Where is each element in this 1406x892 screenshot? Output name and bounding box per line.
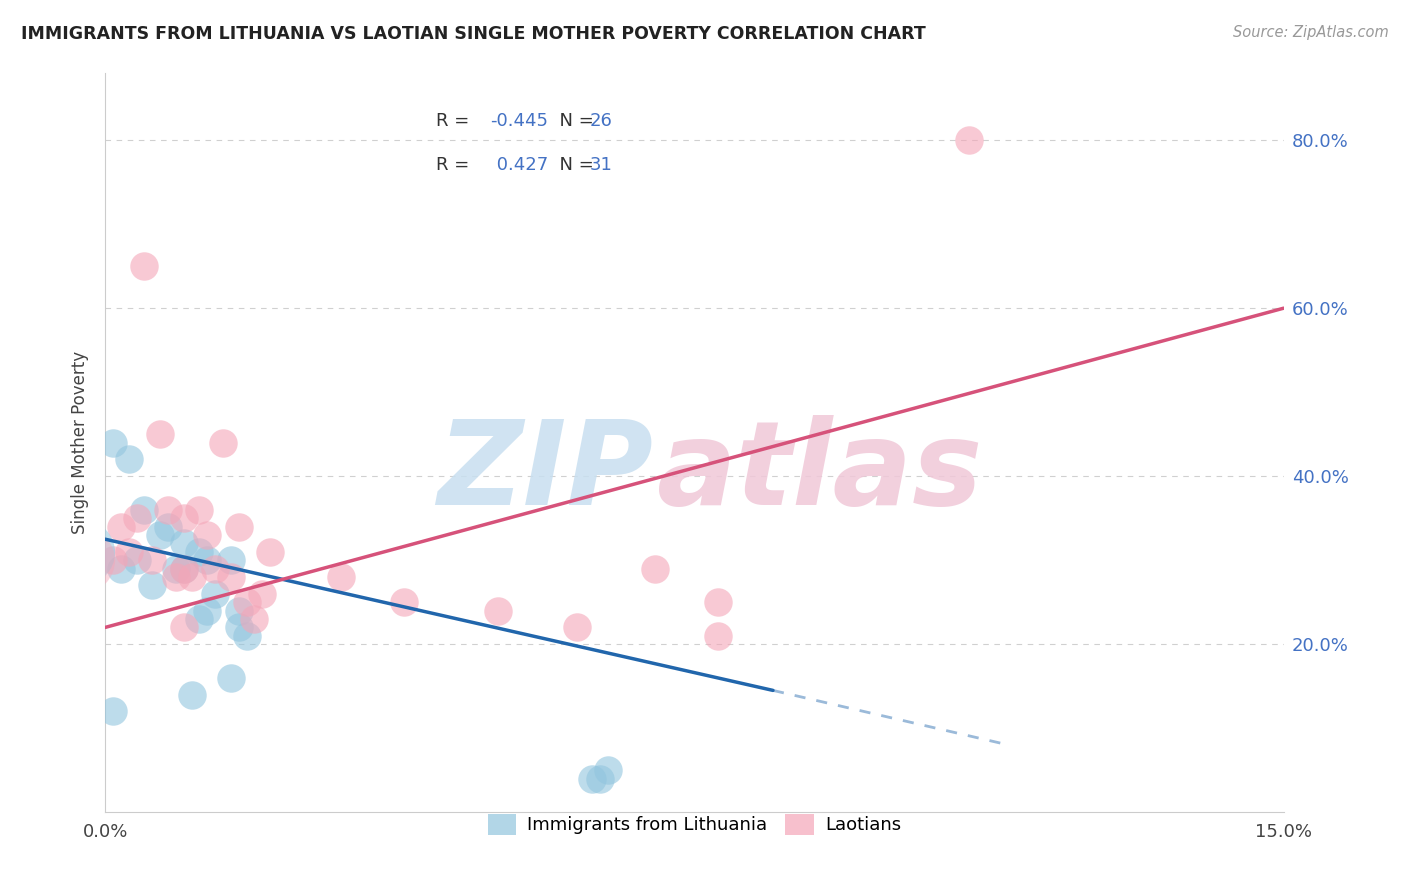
Point bbox=[195, 604, 218, 618]
Point bbox=[118, 452, 141, 467]
Point bbox=[259, 545, 281, 559]
Text: 26: 26 bbox=[589, 112, 613, 130]
Point bbox=[329, 570, 352, 584]
Point bbox=[70, 545, 93, 559]
Point bbox=[173, 536, 195, 550]
Text: N =: N = bbox=[548, 112, 600, 130]
Point bbox=[157, 519, 180, 533]
Legend: Immigrants from Lithuania, Laotians: Immigrants from Lithuania, Laotians bbox=[478, 805, 910, 844]
Text: -0.445: -0.445 bbox=[491, 112, 548, 130]
Point bbox=[173, 561, 195, 575]
Point bbox=[149, 427, 172, 442]
Point bbox=[228, 519, 250, 533]
Point bbox=[565, 620, 588, 634]
Point bbox=[173, 620, 195, 634]
Point bbox=[252, 587, 274, 601]
Text: R =: R = bbox=[436, 156, 475, 174]
Point bbox=[70, 553, 93, 567]
Point bbox=[125, 511, 148, 525]
Text: atlas: atlas bbox=[657, 415, 983, 530]
Point bbox=[581, 772, 603, 786]
Point bbox=[195, 528, 218, 542]
Text: 0.427: 0.427 bbox=[491, 156, 548, 174]
Point bbox=[392, 595, 415, 609]
Point bbox=[707, 629, 730, 643]
Point bbox=[228, 620, 250, 634]
Text: R =: R = bbox=[436, 112, 475, 130]
Point bbox=[141, 553, 163, 567]
Text: 31: 31 bbox=[589, 156, 613, 174]
Point bbox=[180, 570, 202, 584]
Point bbox=[486, 604, 509, 618]
Point bbox=[180, 688, 202, 702]
Y-axis label: Single Mother Poverty: Single Mother Poverty bbox=[72, 351, 89, 534]
Point bbox=[173, 511, 195, 525]
Point bbox=[204, 561, 226, 575]
Point bbox=[134, 503, 156, 517]
Point bbox=[165, 561, 187, 575]
Point bbox=[188, 612, 211, 626]
Text: Source: ZipAtlas.com: Source: ZipAtlas.com bbox=[1233, 25, 1389, 40]
Point bbox=[957, 133, 980, 147]
Point bbox=[118, 545, 141, 559]
Point bbox=[235, 629, 257, 643]
Point bbox=[644, 561, 666, 575]
Point bbox=[188, 503, 211, 517]
Point bbox=[101, 553, 124, 567]
Point bbox=[134, 259, 156, 273]
Point bbox=[235, 595, 257, 609]
Point bbox=[157, 503, 180, 517]
Text: IMMIGRANTS FROM LITHUANIA VS LAOTIAN SINGLE MOTHER POVERTY CORRELATION CHART: IMMIGRANTS FROM LITHUANIA VS LAOTIAN SIN… bbox=[21, 25, 925, 43]
Point bbox=[110, 561, 132, 575]
Point bbox=[219, 553, 242, 567]
Point bbox=[173, 561, 195, 575]
Point bbox=[165, 570, 187, 584]
Point bbox=[195, 553, 218, 567]
Point bbox=[589, 772, 612, 786]
Point bbox=[188, 545, 211, 559]
Point bbox=[110, 519, 132, 533]
Point bbox=[707, 595, 730, 609]
Point bbox=[149, 528, 172, 542]
Point bbox=[204, 587, 226, 601]
Text: ZIP: ZIP bbox=[437, 415, 654, 530]
Point bbox=[228, 604, 250, 618]
Point bbox=[243, 612, 266, 626]
Point bbox=[141, 578, 163, 592]
Point bbox=[219, 570, 242, 584]
Point bbox=[101, 435, 124, 450]
Point bbox=[101, 705, 124, 719]
Point bbox=[596, 763, 619, 777]
Text: N =: N = bbox=[548, 156, 600, 174]
Point bbox=[219, 671, 242, 685]
Point bbox=[212, 435, 235, 450]
Point bbox=[125, 553, 148, 567]
